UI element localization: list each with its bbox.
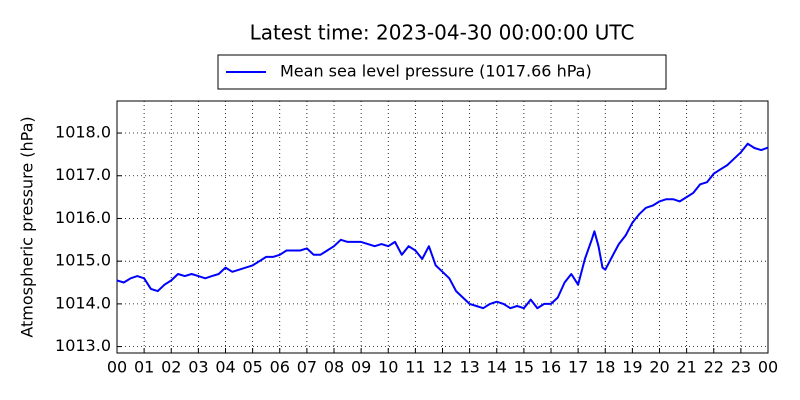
y-tick-label: 1013.0: [55, 336, 111, 355]
x-tick-label: 18: [595, 358, 615, 377]
line: [116, 142, 769, 310]
x-tick-label: 20: [649, 358, 669, 377]
x-tick-label: 08: [324, 358, 344, 377]
x-tick-label: 22: [704, 358, 724, 377]
x-tick-label: 00: [758, 358, 778, 377]
x-tick-label: 06: [270, 358, 290, 377]
x-tick-label: 13: [459, 358, 479, 377]
x-tick-label: 14: [487, 358, 507, 377]
y-axis-label: Atmospheric pressure (hPa): [18, 116, 37, 337]
x-tick-label: 00: [107, 358, 127, 377]
x-tick-label: 16: [541, 358, 561, 377]
x-tick-label: 02: [161, 358, 181, 377]
x-tick-label: 05: [242, 358, 262, 377]
x-tick-label: 21: [676, 358, 696, 377]
x-tick-label: 11: [405, 358, 425, 377]
y-tick-label: 1014.0: [55, 293, 111, 312]
legend-label: Mean sea level pressure (1017.66 hPa): [280, 62, 592, 81]
x-tick-label: 04: [215, 358, 235, 377]
x-tick-label: 01: [134, 358, 154, 377]
x-tick-label: 15: [514, 358, 534, 377]
chart-title: Latest time: 2023-04-30 00:00:00 UTC: [250, 21, 635, 45]
x-tick-label: 07: [297, 358, 317, 377]
y-tick-label: 1015.0: [55, 251, 111, 270]
y-tick-label: 1018.0: [55, 123, 111, 142]
x-tick-label: 23: [731, 358, 751, 377]
y-tick-label: 1017.0: [55, 165, 111, 184]
x-tick-label: 10: [378, 358, 398, 377]
plot-frame: [116, 100, 769, 354]
x-tick-label: 19: [622, 358, 642, 377]
x-tick-label: 03: [188, 358, 208, 377]
x-tick-label: 12: [432, 358, 452, 377]
y-tick-label: 1016.0: [55, 208, 111, 227]
legend-box: [217, 54, 667, 90]
x-tick-label: 09: [351, 358, 371, 377]
x-tick-label: 17: [568, 358, 588, 377]
